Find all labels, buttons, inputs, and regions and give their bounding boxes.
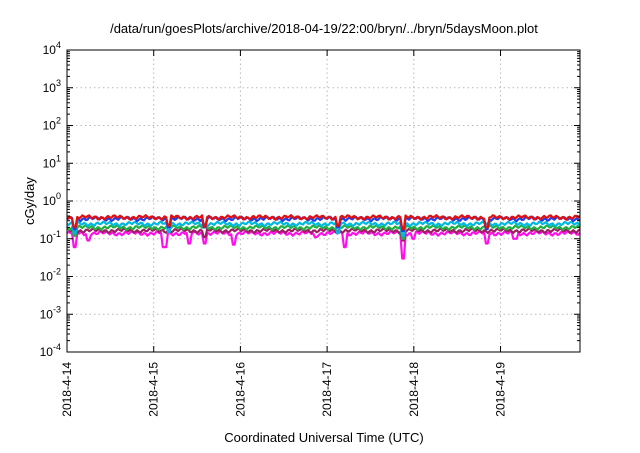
x-tick-label: 2018-4-17 (320, 362, 334, 417)
series-line (66, 220, 581, 237)
y-axis-label: cGy/day (22, 177, 37, 225)
series-line (66, 214, 581, 231)
y-tick-label: 102 (43, 116, 61, 133)
chart-title: /data/run/goesPlots/archive/2018-04-19/2… (110, 21, 538, 36)
y-tick-label: 10-4 (40, 342, 61, 359)
y-tick-label: 100 (43, 191, 61, 208)
y-tick-label: 104 (43, 40, 61, 57)
x-tick-label: 2018-4-14 (60, 362, 74, 417)
y-tick-label: 10-1 (40, 229, 61, 246)
x-tick-label: 2018-4-16 (233, 362, 247, 417)
series-line (66, 227, 581, 242)
series-line (66, 224, 581, 240)
series-lines (66, 214, 581, 260)
y-axis-ticks: 10-4 10-3 10-2 10-1 100 101 102 103 104 (40, 40, 580, 359)
grid-lines (67, 49, 580, 353)
y-tick-label: 103 (43, 78, 61, 95)
x-tick-label: 2018-4-15 (147, 362, 161, 417)
series-line (66, 230, 581, 260)
x-tick-label: 2018-4-19 (494, 362, 508, 417)
y-tick-label: 101 (43, 153, 61, 170)
x-axis-label: Coordinated Universal Time (UTC) (224, 430, 423, 445)
x-axis-ticks: 2018-4-14 2018-4-15 2018-4-16 2018-4-17 2018… (60, 50, 508, 417)
y-tick-label: 10-2 (40, 267, 61, 284)
x-tick-label: 2018-4-18 (407, 362, 421, 417)
y-tick-label: 10-3 (40, 304, 61, 321)
